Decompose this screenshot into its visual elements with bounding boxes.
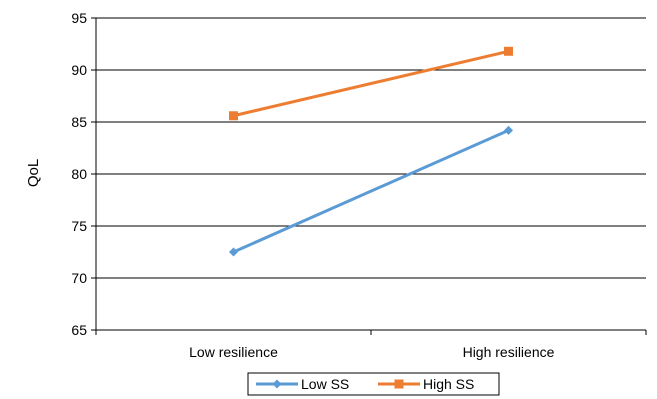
legend: Low SS High SS [247, 372, 500, 396]
series-line [232, 128, 510, 254]
y-tick-label: 90 [71, 62, 87, 78]
series-low-ss [229, 125, 513, 257]
legend-swatch-marker [394, 379, 404, 389]
axes [91, 17, 647, 335]
legend-label: High SS [423, 376, 474, 392]
legend-label: Low SS [301, 376, 349, 392]
y-tick-label: 95 [71, 10, 87, 26]
x-tick-label: High resilience [463, 344, 555, 360]
y-tick-labels: 65 70 75 80 85 90 95 [71, 10, 87, 338]
gridlines [96, 17, 646, 279]
data-point [504, 125, 513, 135]
y-tick-label: 65 [71, 322, 87, 338]
legend-entry-low-ss: Low SS [256, 376, 349, 392]
x-tick-labels: Low resilience High resilience [189, 344, 554, 360]
legend-swatch-marker [272, 379, 282, 389]
legend-box [247, 372, 500, 396]
y-tick-label: 75 [71, 218, 87, 234]
legend-entry-high-ss: High SS [378, 376, 474, 392]
data-point [504, 46, 513, 56]
y-tick-label: 70 [71, 270, 87, 286]
x-tick-label: Low resilience [189, 344, 278, 360]
series-lines [229, 46, 513, 257]
data-point [229, 247, 238, 257]
y-axis-label: QoL [25, 159, 42, 187]
series-high-ss [229, 46, 513, 121]
data-point [229, 111, 238, 121]
series-line [233, 49, 509, 118]
y-tick-label: 80 [71, 166, 87, 182]
y-tick-label: 85 [71, 114, 87, 130]
